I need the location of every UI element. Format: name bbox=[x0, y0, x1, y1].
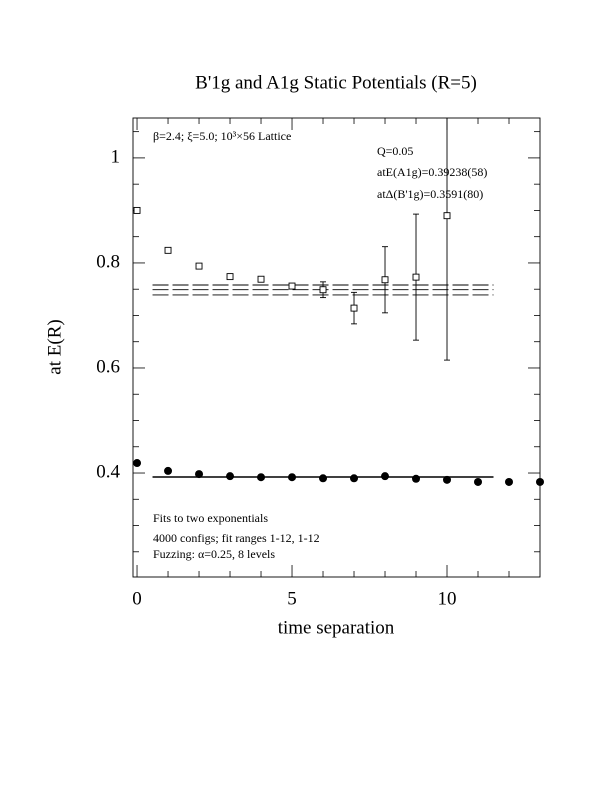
point bbox=[474, 477, 483, 486]
x-tick-label: 5 bbox=[287, 588, 297, 609]
y-tick-label: 0.4 bbox=[96, 461, 120, 482]
x-tick-label: 0 bbox=[132, 588, 142, 609]
point bbox=[164, 466, 173, 475]
point bbox=[257, 473, 266, 482]
plot-frame bbox=[132, 117, 541, 578]
point bbox=[443, 212, 451, 220]
annotation: β=2.4; ξ=5.0; 10³×56 Lattice bbox=[153, 129, 291, 143]
point bbox=[257, 275, 265, 283]
point bbox=[288, 282, 296, 290]
annotation: atΔ(B'1g)=0.3591(80) bbox=[377, 187, 483, 201]
point bbox=[226, 472, 235, 481]
point bbox=[164, 246, 172, 254]
point bbox=[412, 474, 421, 483]
point bbox=[443, 475, 452, 484]
y-tick-label: 0.8 bbox=[96, 251, 120, 272]
point bbox=[195, 470, 204, 479]
x-tick-label: 10 bbox=[438, 588, 457, 609]
point bbox=[288, 473, 297, 482]
annotation: atE(A1g)=0.39238(58) bbox=[377, 165, 487, 179]
x-axis-label: time separation bbox=[278, 617, 395, 638]
point bbox=[536, 477, 544, 486]
y-tick-label: 0.6 bbox=[96, 356, 120, 377]
annotation: Q=0.05 bbox=[377, 144, 413, 158]
point bbox=[195, 262, 203, 270]
y-tick-label: 1 bbox=[111, 146, 121, 167]
point bbox=[505, 477, 514, 486]
annotation: 4000 configs; fit ranges 1-12, 1-12 bbox=[153, 531, 320, 545]
point bbox=[350, 474, 359, 483]
point bbox=[133, 459, 142, 468]
point bbox=[319, 474, 328, 483]
annotation: Fits to two exponentials bbox=[153, 511, 268, 525]
point bbox=[412, 273, 420, 281]
point bbox=[350, 304, 358, 312]
chart-title: B'1g and A1g Static Potentials (R=5) bbox=[195, 72, 477, 93]
point bbox=[381, 472, 390, 481]
point bbox=[226, 273, 234, 281]
annotation: Fuzzing: α=0.25, 8 levels bbox=[153, 547, 275, 561]
point bbox=[381, 276, 389, 284]
point bbox=[319, 286, 327, 294]
point bbox=[133, 206, 141, 214]
y-axis-label: at E(R) bbox=[44, 319, 65, 374]
